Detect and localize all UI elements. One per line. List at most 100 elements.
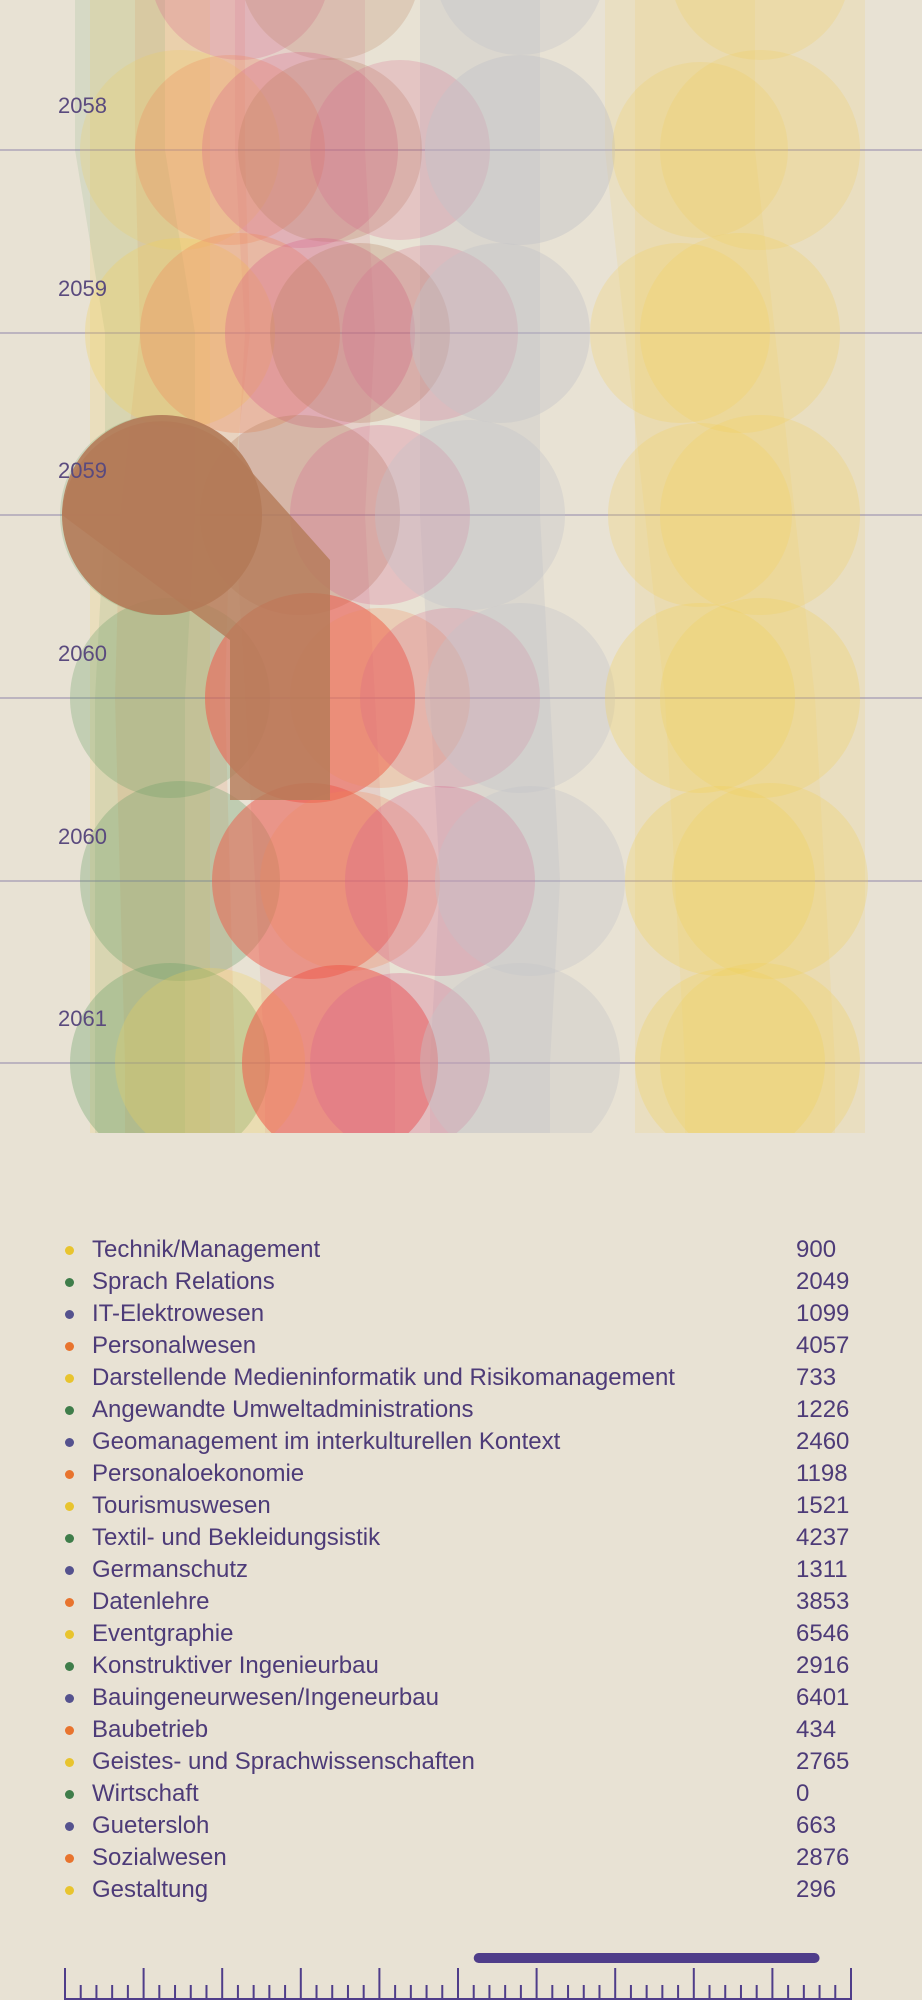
legend-value: 1521 — [796, 1492, 850, 1519]
legend-value: 434 — [796, 1716, 837, 1743]
bubble-3-6 — [660, 598, 860, 798]
legend-value: 2876 — [796, 1844, 850, 1871]
legend-value: 2765 — [796, 1748, 850, 1775]
legend-name: Textil- und Bekleidungsistik — [92, 1524, 381, 1551]
legend-dot — [65, 1534, 74, 1543]
legend-dot — [65, 1854, 74, 1863]
legend-name: Baubetrieb — [92, 1716, 209, 1743]
legend: Technik/Management 900 Sprach Relations 204… — [60, 1234, 860, 1906]
legend-name: Technik/Management — [92, 1236, 321, 1263]
legend-item: Textil- und Bekleidungsistik 4237 — [60, 1522, 860, 1554]
legend-dot — [65, 1758, 74, 1767]
year-label-1: 2059 — [58, 276, 107, 301]
bubble-1-1 — [140, 233, 340, 433]
legend-item: Guetersloh 663 — [60, 1810, 860, 1842]
bubble-1-4 — [342, 245, 518, 421]
bubble-5-4 — [420, 963, 620, 1133]
year-label-0: 2058 — [58, 93, 107, 118]
legend-name: Germanschutz — [92, 1556, 249, 1583]
bubble-0-1 — [135, 55, 325, 245]
legend-dot — [65, 1598, 74, 1607]
legend-item: Geomanagement im interkulturellen Kontex… — [60, 1426, 860, 1458]
legend-item: Geistes- und Sprachwissenschaften 2765 — [60, 1746, 860, 1778]
legend-value: 296 — [796, 1876, 837, 1903]
legend-value: 4237 — [796, 1524, 850, 1551]
legend-value: 4057 — [796, 1332, 850, 1359]
legend-dot — [65, 1726, 74, 1735]
legend-dot — [65, 1246, 74, 1255]
bubble-4-2 — [260, 791, 440, 971]
bubble-5-3 — [310, 973, 490, 1133]
legend-item: Sprach Relations 2049 — [60, 1266, 860, 1298]
legend-name: Tourismuswesen — [92, 1492, 271, 1519]
legend-name: Sprach Relations — [92, 1268, 275, 1295]
legend-name: Geistes- und Sprachwissenschaften — [92, 1748, 475, 1775]
legend-value: 2460 — [796, 1428, 850, 1455]
legend-dot — [65, 1662, 74, 1671]
legend-item: Eventgraphie 6546 — [60, 1618, 860, 1650]
legend-name: Darstellende Medieninformatik und Risiko… — [92, 1364, 675, 1391]
legend-name: Konstruktiver Ingenieurbau — [92, 1652, 379, 1679]
bubble-0-5 — [425, 55, 615, 245]
legend-name: Bauingeneurwesen/Ingeneurbau — [92, 1684, 439, 1711]
bubble-2-4 — [608, 423, 792, 607]
bubble-4-4 — [435, 786, 625, 976]
bubble-2-2 — [290, 425, 470, 605]
stream-band-5 — [605, 0, 835, 1133]
bubble-4-1 — [212, 783, 408, 979]
legend-value: 2916 — [796, 1652, 850, 1679]
legend-dot — [65, 1566, 74, 1575]
legend-value: 1198 — [796, 1460, 848, 1487]
bubble-1-6 — [590, 243, 770, 423]
bubble-4-3 — [345, 786, 535, 976]
legend-value: 1226 — [796, 1396, 850, 1423]
legend-dot — [65, 1438, 74, 1447]
legend-item: Personaloekonomie 1198 — [60, 1458, 860, 1490]
bubble-1-2 — [225, 238, 415, 428]
bubble-5-0 — [70, 963, 270, 1133]
legend-item: Tourismuswesen 1521 — [60, 1490, 860, 1522]
legend-dot — [65, 1694, 74, 1703]
bubble-above-2 — [440, 0, 600, 55]
bubble-0-6 — [612, 62, 788, 238]
bubble-0-0 — [80, 50, 280, 250]
legend-dot — [65, 1886, 74, 1895]
legend-dot — [65, 1630, 74, 1639]
bubble-1-7 — [640, 233, 840, 433]
timeline-selection-handle[interactable] — [473, 1953, 820, 1963]
legend-name: Sozialwesen — [92, 1844, 227, 1871]
legend-value: 6401 — [796, 1684, 850, 1711]
bubble-1-3 — [270, 243, 450, 423]
bubble-5-5 — [635, 968, 825, 1133]
legend-name: Wirtschaft — [92, 1780, 199, 1807]
bubble-1-5 — [410, 243, 590, 423]
legend-item: Konstruktiver Ingenieurbau 2916 — [60, 1650, 860, 1682]
legend-dot — [65, 1310, 74, 1319]
bubble-3-2 — [290, 608, 470, 788]
bubble-0-7 — [660, 50, 860, 250]
bubble-above-1 — [245, 0, 415, 60]
bubble-5-2 — [242, 965, 438, 1133]
bubble-1-0 — [85, 238, 275, 428]
legend-name: Personalwesen — [92, 1332, 257, 1359]
legend-name: Datenlehre — [92, 1588, 210, 1615]
legend-name: Eventgraphie — [92, 1620, 234, 1647]
legend-name: Angewandte Umweltadministrations — [92, 1396, 474, 1423]
legend-value: 733 — [796, 1364, 837, 1391]
legend-name: Geomanagement im interkulturellen Kontex… — [92, 1428, 561, 1455]
bubble-3-3 — [360, 608, 540, 788]
legend-item: Baubetrieb 434 — [60, 1714, 860, 1746]
legend-dot — [65, 1502, 74, 1511]
year-label-4: 2060 — [58, 824, 107, 849]
bubble-5-6 — [660, 963, 860, 1133]
legend-item: Bauingeneurwesen/Ingeneurbau 6401 — [60, 1682, 860, 1714]
bubble-3-5 — [605, 603, 795, 793]
bubble-0-4 — [310, 60, 490, 240]
legend-value: 900 — [796, 1236, 837, 1263]
legend-name: Guetersloh — [92, 1812, 210, 1839]
year-labels: 2058 2059 2059 2060 2060 2061 — [58, 93, 107, 1031]
year-label-5: 2061 — [58, 1006, 107, 1031]
timeline-scrubber[interactable] — [0, 1940, 922, 2000]
legend-value: 0 — [796, 1780, 810, 1807]
legend-name: Gestaltung — [92, 1876, 209, 1903]
